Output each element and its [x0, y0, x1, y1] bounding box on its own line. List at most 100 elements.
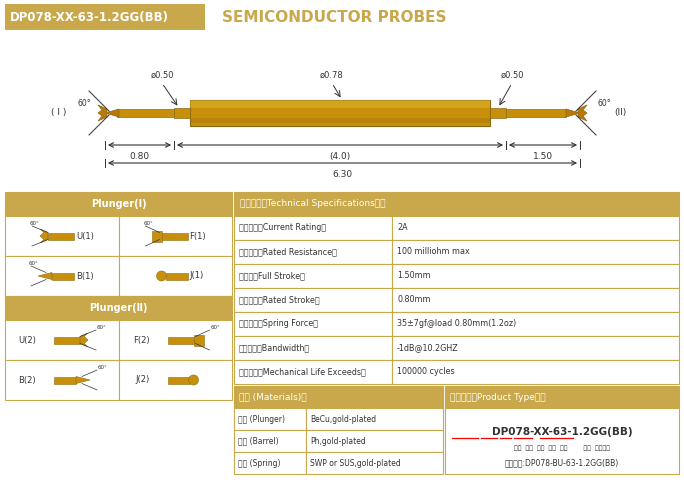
Text: 35±7gf@load 0.80mm(1.2oz): 35±7gf@load 0.80mm(1.2oz) — [397, 320, 516, 329]
Text: 满行程（Full Stroke）: 满行程（Full Stroke） — [239, 271, 305, 281]
Text: 系列  规格  头型  总长  弹力        镌金  针头材质: 系列 规格 头型 总长 弹力 镌金 针头材质 — [514, 445, 610, 451]
Bar — [392, 336, 679, 360]
Text: (4.0): (4.0) — [330, 152, 351, 161]
Bar — [506, 109, 566, 117]
Bar — [5, 216, 118, 256]
Bar — [5, 296, 232, 320]
Bar — [306, 430, 443, 452]
Bar — [234, 360, 392, 384]
Bar — [152, 230, 161, 241]
Bar — [118, 360, 232, 400]
Bar — [166, 272, 187, 280]
Bar — [174, 108, 190, 118]
Text: 针头 (Plunger): 针头 (Plunger) — [238, 415, 285, 424]
Text: 100000 cycles: 100000 cycles — [397, 367, 455, 376]
Bar — [392, 312, 679, 336]
Text: 针管 (Barrel): 针管 (Barrel) — [238, 437, 278, 445]
Text: 60°: 60° — [211, 325, 220, 330]
Bar — [5, 320, 118, 360]
Text: B(2): B(2) — [18, 375, 36, 385]
Text: ø0.78: ø0.78 — [320, 71, 344, 80]
Text: DP078-XX-63-1.2GG(BB): DP078-XX-63-1.2GG(BB) — [492, 427, 633, 437]
Bar — [54, 336, 80, 344]
Bar — [234, 240, 392, 264]
Text: -1dB@10.2GHZ: -1dB@10.2GHZ — [397, 344, 459, 352]
Polygon shape — [76, 376, 90, 384]
Text: 60°: 60° — [29, 261, 39, 266]
Text: BeCu,gold-plated: BeCu,gold-plated — [310, 415, 376, 424]
Bar — [392, 240, 679, 264]
Text: 技术要求（Technical Specifications）：: 技术要求（Technical Specifications）： — [240, 200, 386, 209]
Polygon shape — [40, 229, 48, 243]
Text: (II): (II) — [614, 108, 627, 118]
Bar — [54, 376, 76, 384]
Bar — [118, 320, 232, 360]
Bar — [190, 100, 490, 108]
Text: B(1): B(1) — [76, 271, 94, 281]
Text: Plunger(Ⅱ): Plunger(Ⅱ) — [89, 303, 148, 313]
Text: 60°: 60° — [144, 221, 153, 226]
Circle shape — [157, 271, 166, 281]
Bar — [234, 264, 392, 288]
Text: 60°: 60° — [597, 98, 611, 107]
Text: 额定电阔（Rated Resistance）: 额定电阔（Rated Resistance） — [239, 247, 337, 256]
Bar — [161, 232, 187, 240]
Text: F(1): F(1) — [189, 231, 206, 241]
Circle shape — [189, 375, 198, 385]
Polygon shape — [38, 272, 52, 280]
Bar — [392, 288, 679, 312]
Bar — [306, 452, 443, 474]
Text: U(1): U(1) — [76, 231, 94, 241]
Text: 额定弹力（Spring Force）: 额定弹力（Spring Force） — [239, 320, 318, 329]
Text: J(1): J(1) — [189, 271, 204, 281]
Text: ø0.50: ø0.50 — [500, 71, 524, 80]
Text: 100 milliohm max: 100 milliohm max — [397, 247, 470, 256]
Bar — [234, 336, 392, 360]
Text: ( I ): ( I ) — [51, 108, 66, 118]
Bar — [392, 360, 679, 384]
Text: 成品型号（Product Type）：: 成品型号（Product Type）： — [450, 392, 546, 402]
Text: 60°: 60° — [77, 98, 90, 107]
Bar — [234, 386, 443, 408]
Bar — [52, 272, 74, 280]
Text: 弹簧 (Spring): 弹簧 (Spring) — [238, 458, 280, 468]
Bar — [234, 216, 392, 240]
Text: 60°: 60° — [98, 365, 108, 370]
Bar — [490, 108, 506, 118]
Text: 0.80mm: 0.80mm — [397, 295, 430, 305]
Text: 60°: 60° — [30, 221, 40, 226]
Bar — [234, 312, 392, 336]
Bar — [234, 288, 392, 312]
Text: SEMICONDUCTOR PROBES: SEMICONDUCTOR PROBES — [222, 11, 447, 26]
Bar — [234, 430, 306, 452]
Bar — [392, 264, 679, 288]
Bar — [5, 192, 232, 216]
Text: 2A: 2A — [397, 224, 408, 232]
Bar — [117, 109, 174, 117]
Text: J(2): J(2) — [135, 375, 150, 385]
Polygon shape — [105, 109, 119, 117]
Text: 1.50mm: 1.50mm — [397, 271, 431, 281]
Polygon shape — [80, 333, 88, 347]
Bar — [48, 232, 74, 240]
Bar — [168, 376, 189, 384]
Text: DP078-XX-63-1.2GG(BB): DP078-XX-63-1.2GG(BB) — [10, 12, 169, 25]
Text: 0.80: 0.80 — [129, 152, 150, 161]
Text: SWP or SUS,gold-plated: SWP or SUS,gold-plated — [310, 458, 401, 468]
Text: 频率带宽（Bandwidth）: 频率带宽（Bandwidth） — [239, 344, 310, 352]
Polygon shape — [566, 109, 580, 117]
Text: 6.30: 6.30 — [332, 170, 352, 179]
Bar — [234, 452, 306, 474]
Bar — [445, 408, 679, 474]
Polygon shape — [578, 105, 587, 121]
Text: 1.50: 1.50 — [533, 152, 553, 161]
Bar — [306, 408, 443, 430]
Bar — [5, 4, 205, 30]
Bar — [118, 216, 232, 256]
Bar — [5, 256, 118, 296]
Bar — [234, 408, 306, 430]
Bar — [5, 360, 118, 400]
Text: F(2): F(2) — [133, 335, 150, 345]
Bar — [445, 386, 679, 408]
Text: U(2): U(2) — [18, 335, 36, 345]
